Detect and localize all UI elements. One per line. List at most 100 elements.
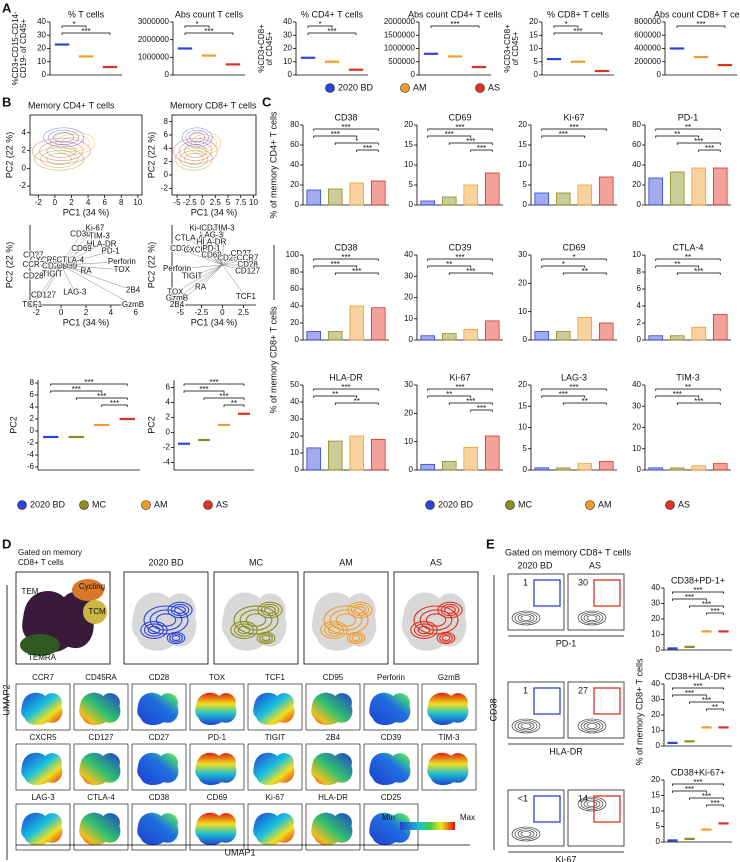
plot-title: CTLA-4: [672, 242, 703, 252]
loading-vector: [61, 264, 134, 291]
bracket: [427, 135, 472, 138]
y-tick-label: 20: [290, 431, 299, 440]
bar: [370, 438, 386, 471]
bracket: [672, 790, 707, 793]
plot-title: CD38: [334, 112, 357, 122]
y-tick-label: 40: [632, 160, 641, 169]
density-contour: [149, 609, 183, 631]
x-tick-label: 6: [102, 198, 107, 207]
y-tick-label: 2000000: [384, 17, 416, 26]
loading-label: TOX: [114, 265, 131, 274]
loading-vector: [222, 228, 225, 266]
loading-label: CTLA-4: [175, 234, 203, 243]
significance: *: [318, 20, 321, 29]
loading-vector: [60, 259, 71, 266]
y-tick-label: 20: [632, 180, 641, 189]
y-tick-label: 10: [404, 437, 413, 446]
density-contour: [417, 625, 431, 635]
loading-vector: [197, 250, 223, 266]
density-contour: [167, 601, 193, 619]
axis-label: of CD45+: [511, 31, 520, 65]
plot-title: HLA-DR: [329, 372, 363, 382]
y-tick-label: 200000: [634, 57, 661, 66]
significance: ***: [450, 20, 459, 29]
loading-vector: [60, 248, 82, 266]
density-contour: [347, 601, 373, 619]
bar: [598, 176, 614, 206]
x-tick-label: -2: [35, 198, 43, 207]
marker-expression: [79, 692, 121, 726]
y-tick-label: -6: [27, 462, 35, 471]
axis-label: CD19- of CD45+: [19, 18, 28, 78]
y-tick-label: 0: [523, 465, 528, 474]
significance: ***: [702, 696, 711, 705]
bracket: [470, 409, 493, 412]
significance: ***: [97, 392, 106, 401]
plot-title: Ki-67: [449, 372, 470, 382]
loading-vector: [177, 264, 223, 270]
bar: [441, 461, 457, 471]
bar: [420, 463, 436, 471]
plot-title: PD-1: [678, 112, 699, 122]
plot-title: Abs count CD4+ T cells: [408, 9, 502, 19]
density-contour: [444, 606, 456, 614]
bracket: [61, 32, 111, 35]
y-tick-label: 15: [518, 140, 527, 149]
marker-title: CD28: [149, 673, 170, 682]
tile-frame: [303, 571, 389, 665]
significance: ***: [466, 267, 475, 276]
loading-label: TIM-3: [89, 231, 110, 240]
y-tick-label: 10: [529, 44, 538, 53]
loading-label: RA: [80, 267, 92, 276]
bar: [463, 328, 479, 341]
tile-frame: [131, 803, 187, 851]
bar: [712, 463, 728, 471]
y-tick-label: 0: [656, 645, 661, 654]
bracket: [334, 142, 379, 145]
loading-label: CD25: [217, 254, 238, 263]
loading-vector: [211, 255, 223, 266]
plot-title: Ki-67: [563, 112, 584, 122]
flow-contour: [580, 612, 604, 624]
bracket: [470, 149, 493, 152]
gate: [533, 795, 561, 823]
bracket: [427, 265, 472, 268]
density-contour: [410, 621, 438, 639]
x-tick-label: 0: [220, 308, 225, 317]
bracket: [672, 687, 724, 690]
gate-value: 30: [578, 577, 588, 587]
loading-label: CCR7: [237, 254, 259, 263]
y-tick-label: 10: [518, 160, 527, 169]
density-contour: [439, 633, 453, 643]
y-tick-label: 6: [166, 383, 171, 392]
legend-label: AS: [678, 499, 690, 509]
significance: *: [572, 253, 575, 262]
density-contour: [140, 621, 168, 639]
plot-title: CD69: [562, 242, 585, 252]
plot-title: CD38+PD-1+: [671, 575, 725, 585]
gate-label: Gated on memory CD8+ T cells: [505, 547, 631, 557]
flow-contour: [586, 615, 598, 621]
tile-frame: [363, 743, 419, 791]
axis-label: PC2 (22 %): [4, 132, 14, 179]
bracket: [184, 25, 210, 28]
y-tick-label: 0: [657, 70, 662, 79]
density-contour: [169, 633, 183, 643]
marker-expression: [195, 752, 237, 786]
significance: ***: [694, 397, 703, 406]
bar: [577, 316, 593, 341]
density-contour: [239, 609, 273, 631]
bracket: [541, 395, 586, 398]
y-tick-label: 0: [409, 200, 414, 209]
x-tick-label: -2.5: [195, 308, 209, 317]
marker-expression: [79, 812, 121, 846]
bracket: [334, 402, 379, 405]
loading-label: CTLA-4: [57, 255, 85, 264]
cluster: [72, 579, 104, 601]
loading-vector: [192, 264, 223, 277]
x-tick-label: 2: [69, 198, 74, 207]
legend-label: MC: [518, 499, 532, 509]
plot-title: TIM-3: [676, 372, 700, 382]
axis-label: % of memory CD8+ T cells: [268, 306, 278, 413]
y-tick-label: 40: [632, 380, 641, 389]
